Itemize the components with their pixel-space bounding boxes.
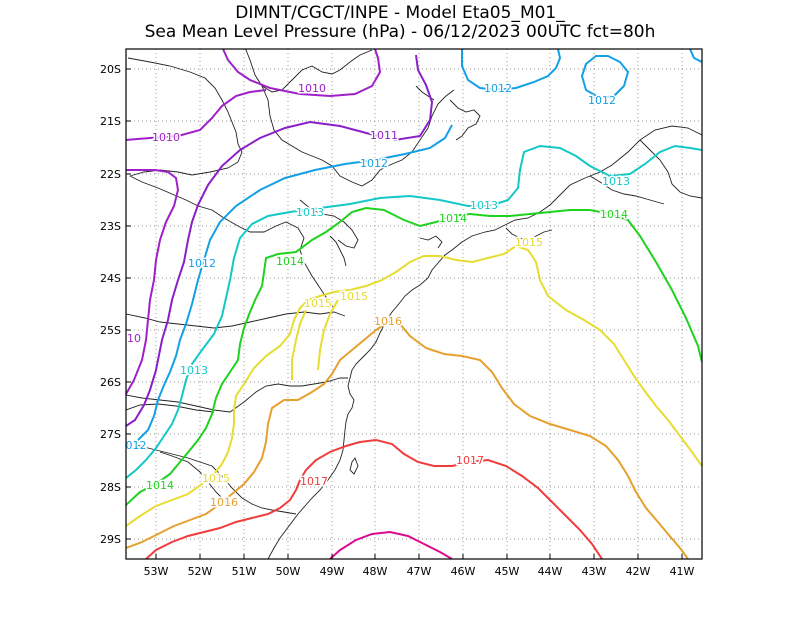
lon-label: 51W	[232, 565, 257, 578]
lat-label: 26S	[100, 376, 121, 389]
isobar-1015-inland-2	[317, 299, 339, 371]
contour-label-1012: 1012	[484, 82, 512, 95]
lat-label: 22S	[100, 168, 121, 181]
lat-label: 29S	[100, 533, 121, 546]
isobar-1018	[329, 530, 453, 559]
lon-label: 48W	[363, 565, 388, 578]
contour-label-1012: 1012	[188, 257, 216, 270]
contour-labels: 1010 1010 10 1011 1012 1012 1012 1012 01…	[126, 81, 632, 511]
contour-label-1017: 1017	[456, 454, 484, 467]
lon-label: 41W	[670, 565, 695, 578]
contour-label-1012: 1012	[588, 94, 616, 107]
lat-label: 25S	[100, 324, 121, 337]
contour-label-1015: 1015	[340, 290, 368, 303]
contour-label-1014: 1014	[439, 212, 467, 225]
contour-label-1014: 1014	[276, 255, 304, 268]
contour-label-1010: 10	[127, 332, 141, 345]
contour-label-1012: 012	[126, 439, 147, 452]
lon-label: 43W	[582, 565, 607, 578]
isobar-1010-west	[222, 49, 382, 98]
lat-label: 27S	[100, 428, 121, 441]
contour-label-1015: 1015	[515, 236, 543, 249]
coastline	[126, 49, 702, 559]
lat-label: 21S	[100, 115, 121, 128]
longitude-labels: 53W 52W 51W 50W 49W 48W 47W 46W 45W 44W …	[144, 565, 695, 578]
lon-label: 47W	[407, 565, 432, 578]
contour-label-1012: 1012	[360, 157, 388, 170]
isobar-1016	[126, 320, 689, 559]
isobar-1012-north	[461, 49, 562, 92]
plot-frame	[125, 48, 703, 560]
chart-title-line-2: Sea Mean Level Pressure (hPa) - 06/12/20…	[144, 22, 656, 42]
isobar-1015-inland	[291, 309, 307, 380]
chart-title-line-1: DIMNT/CGCT/INPE - Model Eta05_M01_	[235, 3, 565, 23]
lon-label: 49W	[320, 565, 345, 578]
isobar-1012-ne-edge	[689, 49, 702, 63]
contour-label-1013: 1013	[602, 175, 630, 188]
contour-label-1017: 1017	[300, 475, 328, 488]
isobars	[126, 49, 702, 559]
lon-label: 50W	[276, 565, 301, 578]
contour-label-1015: 1015	[304, 297, 332, 310]
contour-label-1014: 1014	[146, 479, 174, 492]
lon-label: 44W	[538, 565, 563, 578]
contour-label-1015: 1015	[202, 472, 230, 485]
isobar-1010-south	[126, 169, 180, 395]
contour-label-1016: 1016	[210, 496, 238, 509]
contour-label-1013: 1013	[470, 199, 498, 212]
contour-label-1010: 1010	[298, 82, 326, 95]
isobar-1013	[126, 144, 702, 479]
axis-ticks	[126, 68, 683, 559]
lon-label: 45W	[495, 565, 520, 578]
isobar-1010-trough	[126, 89, 267, 141]
isobar-1014	[126, 206, 702, 506]
contour-label-1013: 1013	[180, 364, 208, 377]
lat-label: 23S	[100, 220, 121, 233]
isobar-1011	[126, 54, 434, 427]
latitude-labels: 20S 21S 22S 23S 24S 25S 26S 27S 28S 29S	[100, 63, 121, 546]
isobar-1012-west	[126, 124, 453, 447]
isobar-1012-northeast	[580, 55, 630, 100]
lon-label: 52W	[188, 565, 213, 578]
lat-label: 24S	[100, 272, 121, 285]
contour-label-1013: 1013	[296, 206, 324, 219]
contour-label-1011: 1011	[370, 129, 398, 142]
lat-label: 20S	[100, 63, 121, 76]
lat-label: 28S	[100, 481, 121, 494]
lon-label: 42W	[626, 565, 651, 578]
lon-label: 46W	[451, 565, 476, 578]
isobar-1017	[145, 438, 603, 559]
contour-label-1016: 1016	[374, 315, 402, 328]
lon-label: 53W	[144, 565, 169, 578]
contour-label-1010: 1010	[152, 131, 180, 144]
isobar-1015	[126, 244, 702, 527]
contour-label-1014: 1014	[600, 208, 628, 221]
